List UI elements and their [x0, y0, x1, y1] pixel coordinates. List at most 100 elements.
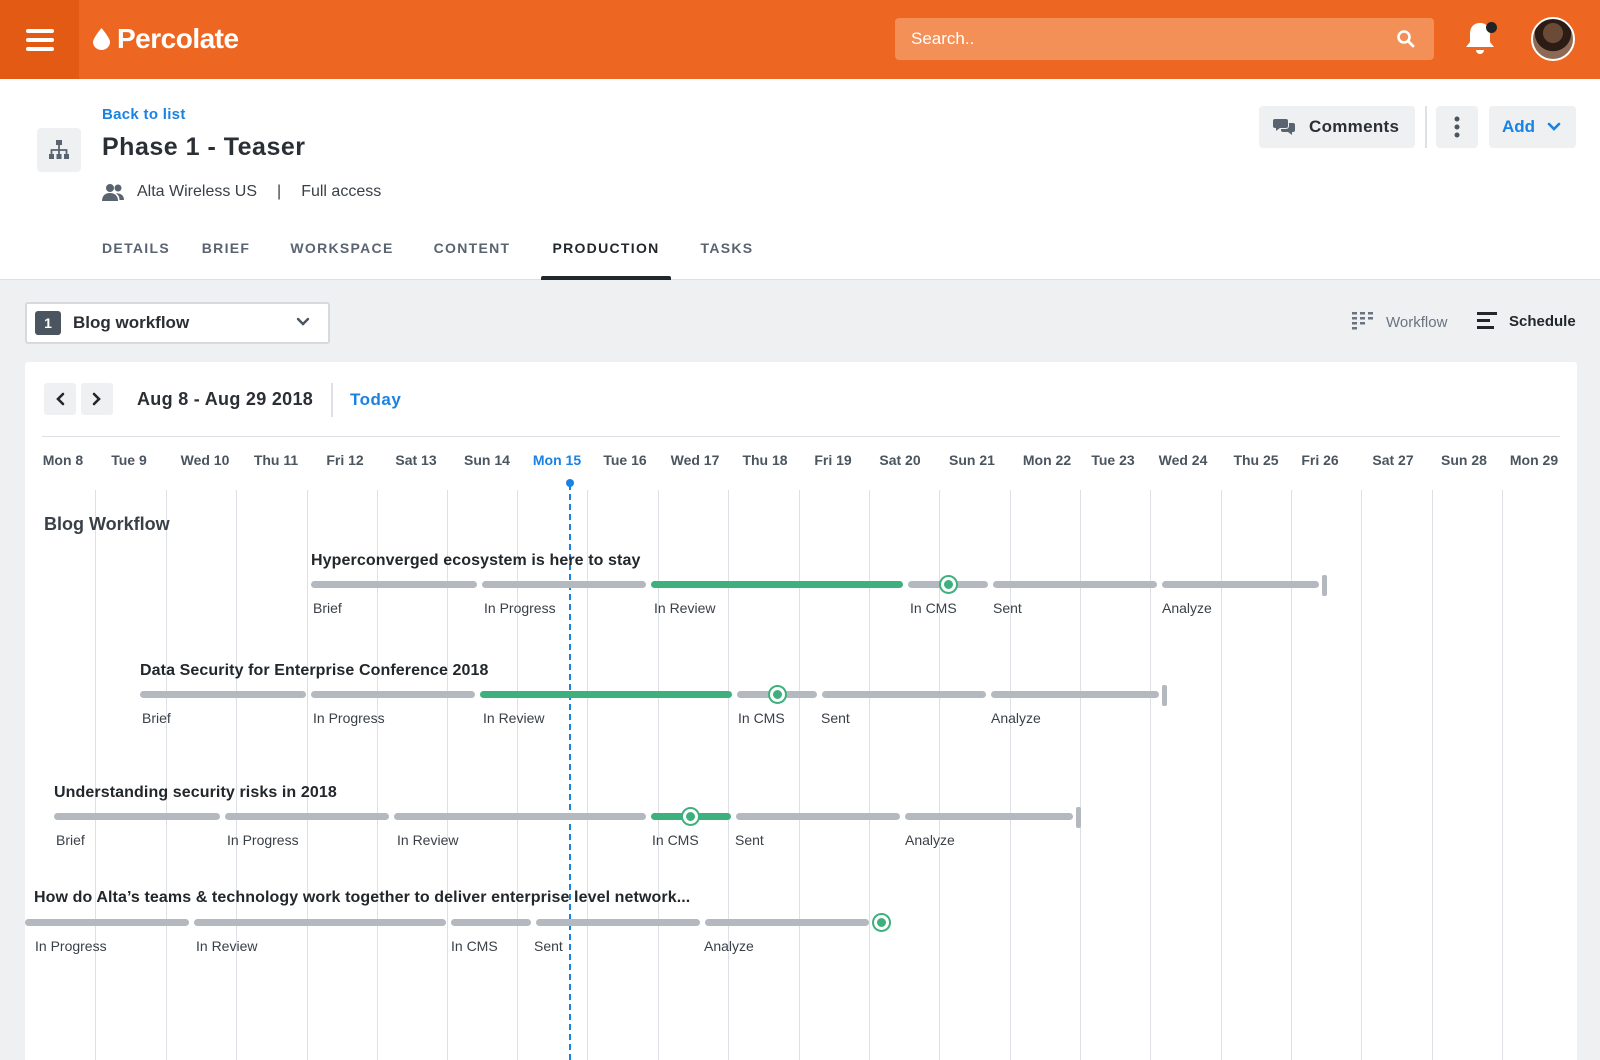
stage-label: In Review [483, 710, 545, 726]
chat-icon [1273, 119, 1295, 135]
workflow-dropdown[interactable]: 1 Blog workflow [25, 302, 330, 344]
stage-label: In Review [654, 600, 716, 616]
stage-bar[interactable] [705, 919, 869, 926]
tab-content[interactable]: CONTENT [433, 240, 511, 256]
schedule-view-label: Schedule [1509, 312, 1576, 330]
back-to-list-link[interactable]: Back to list [102, 106, 186, 123]
stage-bar-active[interactable] [480, 691, 732, 698]
stage-bar-active[interactable] [651, 581, 903, 588]
day-label: Sat 13 [395, 452, 437, 468]
day-gridline [95, 490, 96, 1060]
workflow-view-icon [1352, 312, 1373, 330]
meta-separator: | [277, 183, 282, 200]
user-avatar[interactable] [1531, 17, 1575, 61]
notifications-button[interactable] [1463, 20, 1499, 58]
stage-label: Analyze [905, 832, 955, 848]
content-item-title[interactable]: Understanding security risks in 2018 [54, 784, 337, 801]
day-label: Tue 16 [603, 452, 647, 468]
org-chart-icon [49, 140, 69, 159]
progress-marker[interactable] [941, 577, 956, 592]
comments-button[interactable]: Comments [1259, 106, 1415, 148]
stage-bar[interactable] [905, 813, 1073, 820]
stage-label: In Review [196, 938, 258, 954]
stage-label: Analyze [1162, 600, 1212, 616]
workflow-number-badge: 1 [35, 311, 61, 335]
stage-bar[interactable] [1162, 581, 1319, 588]
day-label: Mon 29 [1509, 452, 1559, 468]
end-cap [1162, 685, 1167, 706]
project-meta: Alta Wireless US | Full access [102, 183, 381, 201]
stage-label: Brief [313, 600, 342, 616]
day-label: Fri 12 [326, 452, 364, 468]
content-item-title[interactable]: Hyperconverged ecosystem is here to stay [311, 552, 641, 569]
tab-details[interactable]: DETAILS [102, 240, 170, 256]
stage-label: Sent [821, 710, 850, 726]
stage-label: Sent [993, 600, 1022, 616]
day-label: Mon 22 [1022, 452, 1072, 468]
day-label: Mon 15 [532, 452, 582, 468]
day-label: Sun 21 [949, 452, 995, 468]
progress-marker[interactable] [683, 809, 698, 824]
stage-bar[interactable] [194, 919, 446, 926]
stage-label: In Progress [35, 938, 107, 954]
stage-bar[interactable] [993, 581, 1157, 588]
day-label: Wed 17 [670, 452, 720, 468]
search-input[interactable] [895, 18, 1434, 60]
stage-bar[interactable] [536, 919, 700, 926]
day-label: Sun 28 [1441, 452, 1487, 468]
stage-label: In CMS [451, 938, 498, 954]
progress-marker[interactable] [770, 687, 785, 702]
brand-logo[interactable]: Percolate [93, 22, 239, 56]
tab-tasks[interactable]: TASKS [700, 240, 754, 256]
previous-range-button[interactable] [44, 383, 76, 415]
day-gridline [1010, 490, 1011, 1060]
schedule-view-toggle[interactable]: Schedule [1477, 312, 1576, 330]
brand-name: Percolate [117, 23, 239, 54]
content-item-title[interactable]: Data Security for Enterprise Conference … [140, 662, 489, 679]
stage-bar[interactable] [225, 813, 389, 820]
tab-workspace[interactable]: WORKSPACE [290, 240, 394, 256]
more-options-button[interactable] [1436, 106, 1478, 148]
tab-brief[interactable]: BRIEF [201, 240, 251, 256]
next-range-button[interactable] [81, 383, 113, 415]
add-button[interactable]: Add [1489, 106, 1576, 148]
day-gridline [1221, 490, 1222, 1060]
stage-bar[interactable] [311, 691, 475, 698]
stage-bar[interactable] [54, 813, 220, 820]
stage-bar[interactable] [451, 919, 531, 926]
day-gridline [1291, 490, 1292, 1060]
stage-bar[interactable] [311, 581, 477, 588]
menu-icon [25, 28, 54, 51]
day-label: Wed 10 [180, 452, 230, 468]
stage-bar[interactable] [991, 691, 1159, 698]
progress-marker[interactable] [874, 915, 889, 930]
team-name[interactable]: Alta Wireless US [137, 183, 258, 200]
notification-dot [1486, 22, 1497, 33]
day-label: Tue 23 [1091, 452, 1135, 468]
day-label: Fri 26 [1301, 452, 1339, 468]
stage-bar[interactable] [394, 813, 646, 820]
stage-bar[interactable] [25, 919, 189, 926]
today-marker [566, 479, 574, 487]
workflow-view-toggle[interactable]: Workflow [1352, 312, 1447, 332]
day-gridline [587, 490, 588, 1060]
menu-button[interactable] [0, 0, 79, 79]
stage-label: In CMS [910, 600, 957, 616]
drop-icon [93, 28, 110, 50]
stage-bar[interactable] [822, 691, 986, 698]
schedule-card [25, 362, 1577, 1060]
stage-bar[interactable] [482, 581, 646, 588]
access-level: Full access [301, 183, 382, 200]
stage-label: In CMS [652, 832, 699, 848]
stage-label: In Progress [227, 832, 299, 848]
day-gridline [1502, 490, 1503, 1060]
stage-label: Analyze [704, 938, 754, 954]
today-button[interactable]: Today [350, 390, 402, 409]
content-item-title[interactable]: How do Alta’s teams & technology work to… [34, 889, 691, 906]
stage-bar[interactable] [736, 813, 900, 820]
search-icon[interactable] [1396, 29, 1416, 49]
stage-bar[interactable] [140, 691, 306, 698]
tab-production[interactable]: PRODUCTION [541, 232, 671, 280]
day-label: Thu 18 [742, 452, 788, 468]
stage-label: In CMS [738, 710, 785, 726]
